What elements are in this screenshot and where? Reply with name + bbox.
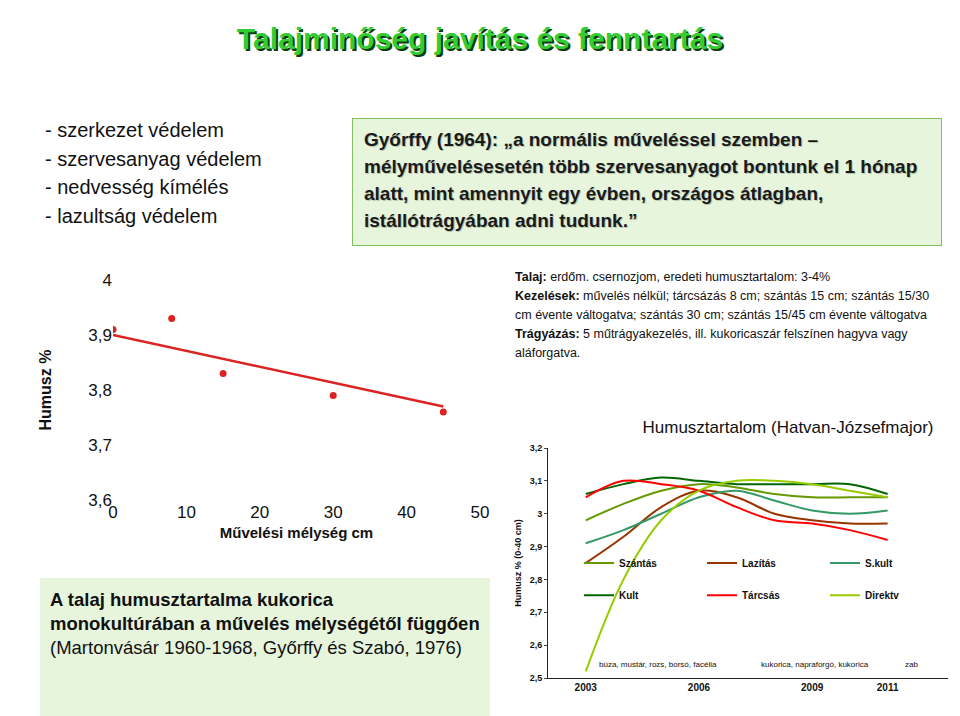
html-text:Kezelések: művelés nélkül; tár: Kezelések: művelés nélkül; tárcsázás 8 c… — [515, 289, 930, 322]
svg-text:Humusztartalom (Hatvan-Józsefm: Humusztartalom (Hatvan-Józsefmajor) — [643, 420, 934, 437]
svg-text:2,6: 2,6 — [530, 640, 543, 650]
svg-text:Humusz % (0-40 cm): Humusz % (0-40 cm) — [513, 519, 523, 607]
svg-text:3,7: 3,7 — [88, 436, 112, 455]
svg-text:2,7: 2,7 — [530, 607, 543, 617]
svg-text:2,8: 2,8 — [530, 575, 543, 585]
svg-text:S.kult: S.kult — [865, 558, 893, 569]
svg-text:3,9: 3,9 — [88, 326, 112, 345]
svg-text:2,5: 2,5 — [530, 673, 543, 683]
html-text:- nedvesség kímélés: - nedvesség kímélés — [45, 176, 229, 198]
html-text:- lazultság védelem: - lazultság védelem — [45, 204, 218, 227]
svg-text:2009: 2009 — [801, 682, 824, 693]
svg-text:2011: 2011 — [877, 682, 899, 693]
html-text:Talajminőség javítás és fennta: Talajminőség javítás és fenntartás — [236, 22, 724, 55]
svg-text:3: 3 — [537, 509, 542, 519]
html-text:- szervesanyag védelem: - szervesanyag védelem — [45, 147, 262, 170]
svg-text:Kult: Kult — [619, 590, 639, 601]
html-text:A talaj humusztartalma kukoric: A talaj humusztartalma kukorica monokult… — [50, 589, 480, 634]
html-text:Trágyázás: 5 műtrágyakezelés,: Trágyázás: 5 műtrágyakezelés, ill. kukor… — [515, 327, 908, 360]
svg-text:Művelési mélység cm: Művelési mélység cm — [220, 524, 373, 541]
svg-text:2006: 2006 — [688, 682, 711, 693]
html-text:Talaj: erdőm. csernozjom, ered: Talaj: erdőm. csernozjom, eredeti humusz… — [515, 270, 831, 284]
svg-text:20: 20 — [250, 503, 269, 522]
svg-text:2003: 2003 — [575, 682, 598, 693]
svg-text:Szántás: Szántás — [619, 558, 657, 569]
svg-text:4: 4 — [103, 271, 112, 290]
html-text:Győrffy (1964): „a normális mű: Győrffy (1964): „a normális műveléssel s… — [364, 129, 918, 231]
svg-text:búza, mustár, rozs, borsó, fac: búza, mustár, rozs, borsó, facélia — [599, 660, 717, 669]
html-text:(Martonvásár 1960-1968, Győrff: (Martonvásár 1960-1968, Győrffy és Szabó… — [50, 637, 462, 658]
svg-text:10: 10 — [177, 503, 196, 522]
svg-text:3,2: 3,2 — [530, 443, 543, 453]
svg-text:Humusz %: Humusz % — [37, 350, 54, 431]
svg-text:2,9: 2,9 — [530, 542, 543, 552]
html-text:- szerkezet védelem: - szerkezet védelem — [45, 119, 224, 141]
svg-text:0: 0 — [108, 503, 117, 522]
svg-text:3,6: 3,6 — [88, 491, 112, 510]
svg-text:Direktv: Direktv — [865, 590, 899, 601]
svg-text:3,8: 3,8 — [88, 381, 112, 400]
svg-text:Lazítás: Lazítás — [742, 558, 776, 569]
svg-text:30: 30 — [324, 503, 343, 522]
svg-text:3,1: 3,1 — [530, 476, 543, 486]
svg-text:40: 40 — [397, 503, 416, 522]
svg-text:50: 50 — [471, 503, 490, 522]
svg-text:Tárcsás: Tárcsás — [742, 590, 780, 601]
svg-text:kukorica, napraforgó, kukorica: kukorica, napraforgó, kukorica — [761, 660, 869, 669]
svg-text:zab: zab — [905, 660, 918, 669]
